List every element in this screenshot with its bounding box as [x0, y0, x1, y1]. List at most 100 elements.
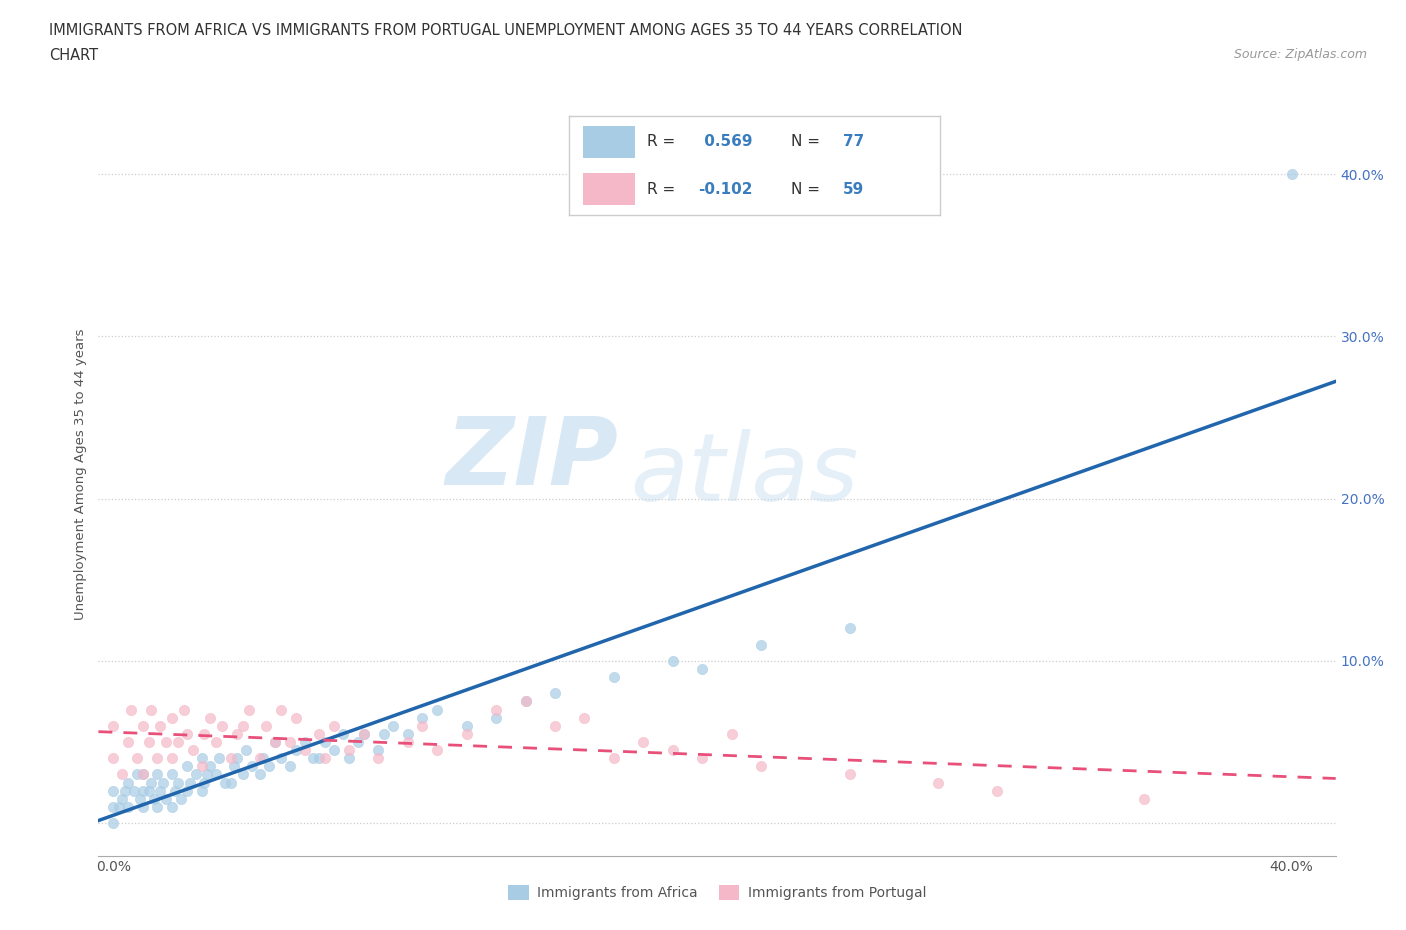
Point [232, 767, 254, 782]
Point [426, 702, 449, 717]
Point [179, 775, 201, 790]
Point [184, 767, 207, 782]
Point [155, 791, 177, 806]
Point [603, 751, 626, 765]
Point [131, 783, 153, 798]
Point [927, 775, 949, 790]
Point [167, 775, 190, 790]
Point [197, 767, 219, 782]
Point [190, 783, 212, 798]
Point [149, 783, 172, 798]
Point [544, 686, 567, 701]
Point [131, 767, 153, 782]
Point [101, 751, 124, 765]
Text: ZIP: ZIP [446, 413, 619, 505]
Point [382, 718, 405, 733]
Y-axis label: Unemployment Among Ages 35 to 44 years: Unemployment Among Ages 35 to 44 years [75, 328, 87, 620]
Point [1133, 791, 1156, 806]
Point [155, 735, 177, 750]
Point [214, 775, 236, 790]
Point [219, 775, 242, 790]
Point [176, 759, 198, 774]
Point [749, 759, 772, 774]
Point [141, 702, 163, 717]
Point [249, 767, 271, 782]
Point [515, 694, 537, 709]
Point [353, 726, 375, 741]
Point [131, 767, 153, 782]
Point [117, 735, 139, 750]
Point [308, 751, 330, 765]
Point [125, 751, 148, 765]
Point [662, 654, 685, 669]
Point [208, 751, 231, 765]
Point [160, 767, 183, 782]
Point [146, 767, 169, 782]
Point [160, 800, 183, 815]
Point [111, 791, 134, 806]
Point [141, 775, 163, 790]
Point [692, 661, 714, 676]
Point [456, 718, 478, 733]
Point [146, 800, 169, 815]
Point [170, 791, 193, 806]
Point [456, 726, 478, 741]
Point [160, 711, 183, 725]
Point [176, 783, 198, 798]
Point [163, 783, 186, 798]
Point [720, 726, 742, 741]
Point [125, 767, 148, 782]
Point [200, 711, 222, 725]
Point [838, 621, 860, 636]
Point [396, 735, 419, 750]
Point [128, 791, 150, 806]
Point [633, 735, 655, 750]
Point [238, 702, 260, 717]
Point [346, 735, 368, 750]
Point [122, 783, 145, 798]
Point [278, 759, 301, 774]
Point [181, 743, 204, 758]
Point [259, 759, 281, 774]
Point [284, 711, 307, 725]
Point [396, 726, 419, 741]
Point [332, 726, 354, 741]
Point [219, 751, 242, 765]
Point [294, 735, 316, 750]
Point [101, 800, 124, 815]
Point [254, 718, 277, 733]
Point [485, 702, 508, 717]
Point [373, 726, 395, 741]
Point [353, 726, 375, 741]
Point [205, 735, 228, 750]
Point [411, 718, 433, 733]
Text: atlas: atlas [630, 429, 859, 520]
Point [211, 718, 233, 733]
Point [270, 702, 292, 717]
Point [143, 791, 166, 806]
Point [411, 711, 433, 725]
Point [426, 743, 449, 758]
Point [160, 751, 183, 765]
Point [249, 751, 271, 765]
Point [190, 751, 212, 765]
Point [294, 743, 316, 758]
Point [1281, 166, 1303, 181]
Point [101, 718, 124, 733]
Point [205, 767, 228, 782]
Point [114, 783, 136, 798]
Point [173, 702, 195, 717]
Text: IMMIGRANTS FROM AFRICA VS IMMIGRANTS FROM PORTUGAL UNEMPLOYMENT AMONG AGES 35 TO: IMMIGRANTS FROM AFRICA VS IMMIGRANTS FRO… [49, 23, 963, 38]
Point [367, 743, 389, 758]
Point [235, 743, 257, 758]
Point [314, 735, 336, 750]
Point [240, 759, 263, 774]
Point [193, 726, 215, 741]
Point [515, 694, 537, 709]
Point [574, 711, 596, 725]
Point [117, 800, 139, 815]
Point [662, 743, 685, 758]
Point [225, 751, 247, 765]
Point [284, 743, 307, 758]
Point [986, 783, 1008, 798]
